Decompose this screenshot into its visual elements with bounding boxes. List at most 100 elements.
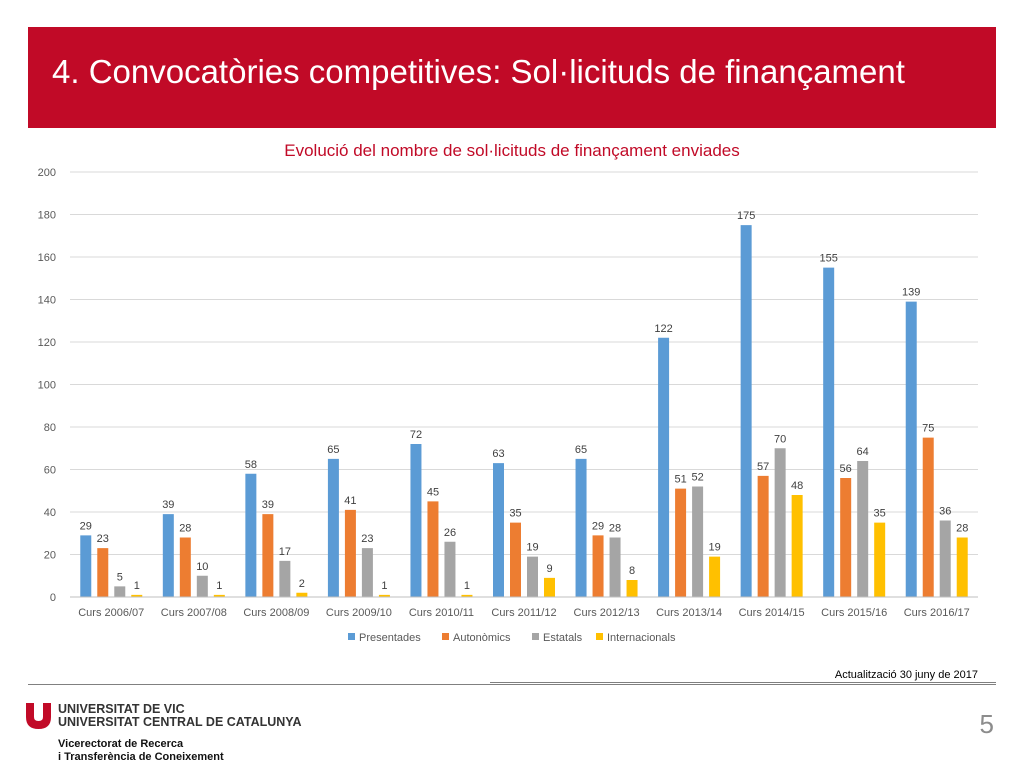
data-label: 75	[922, 423, 934, 435]
bar	[658, 337, 670, 597]
bar	[327, 458, 339, 597]
data-label: 28	[609, 523, 621, 535]
x-tick-label: Curs 2008/09	[243, 607, 309, 619]
data-label: 29	[592, 520, 604, 532]
bar	[527, 556, 538, 597]
bar	[510, 522, 521, 597]
bar	[922, 437, 934, 597]
data-label: 28	[179, 523, 191, 535]
title-banner	[28, 27, 996, 128]
bar	[757, 475, 769, 597]
y-tick-label: 0	[50, 592, 56, 604]
bar	[544, 577, 555, 597]
x-tick-label: Curs 2011/12	[491, 607, 556, 619]
x-tick-label: Curs 2015/16	[821, 607, 887, 619]
vicerectorat: Vicerectorat de Recerca i Transferència …	[58, 738, 224, 764]
y-tick-label: 200	[38, 167, 56, 179]
bar	[823, 267, 835, 597]
bar	[626, 580, 638, 597]
bar	[131, 594, 143, 597]
data-label: 155	[820, 253, 838, 265]
y-tick-label: 120	[38, 337, 56, 349]
bar	[245, 473, 257, 597]
bar	[709, 556, 721, 597]
bar	[740, 225, 752, 597]
y-tick-label: 180	[38, 210, 56, 222]
vicerectorat-line1: Vicerectorat de Recerca	[58, 738, 184, 750]
bar	[80, 535, 92, 597]
data-label: 48	[791, 480, 803, 492]
bar	[378, 594, 390, 597]
data-label: 52	[691, 472, 703, 484]
bar	[196, 575, 208, 597]
bar	[213, 594, 225, 597]
legend-entry: Internacionals	[607, 632, 676, 644]
data-label: 1	[134, 580, 140, 592]
bar	[774, 448, 786, 597]
data-label: 122	[654, 323, 672, 335]
data-label: 139	[902, 287, 920, 299]
bar	[956, 537, 968, 597]
bar	[791, 495, 803, 597]
y-tick-label: 20	[44, 550, 56, 562]
data-label: 39	[162, 499, 174, 511]
bar	[427, 501, 439, 597]
bar	[444, 541, 456, 597]
data-label: 36	[939, 506, 951, 518]
data-label: 5	[117, 571, 123, 583]
y-tick-label: 140	[38, 295, 56, 307]
y-tick-label: 40	[44, 507, 56, 519]
bar	[361, 548, 373, 597]
data-label: 35	[509, 508, 521, 520]
bar	[939, 520, 951, 597]
data-label: 39	[262, 499, 274, 511]
data-label: 65	[327, 444, 339, 456]
data-label: 58	[245, 459, 257, 471]
university-name-line2: UNIVERSITAT CENTRAL DE CATALUNYA	[58, 715, 302, 729]
bar	[162, 514, 174, 597]
data-label: 35	[874, 508, 886, 520]
chart-title: Evolució del nombre de sol·licituds de f…	[284, 141, 740, 160]
x-tick-label: Curs 2014/15	[739, 607, 805, 619]
data-label: 9	[546, 563, 552, 575]
data-label: 175	[737, 210, 755, 222]
data-label: 26	[444, 527, 456, 539]
bar	[461, 594, 473, 597]
bar	[296, 592, 308, 597]
x-tick-label: Curs 2013/14	[656, 607, 722, 619]
legend-entry: Presentades	[359, 632, 421, 644]
bar	[609, 537, 621, 597]
data-label: 70	[774, 433, 786, 445]
bar	[840, 478, 852, 597]
bar	[874, 522, 886, 597]
legend-swatch	[596, 633, 603, 640]
data-label: 8	[629, 565, 635, 577]
data-label: 1	[216, 580, 222, 592]
data-label: 29	[80, 520, 92, 532]
university-logo-icon	[26, 703, 51, 729]
data-label: 72	[410, 429, 422, 441]
data-label: 57	[757, 461, 769, 473]
data-label: 23	[361, 533, 373, 545]
bar	[857, 461, 869, 597]
update-note: Actualització 30 juny de 2017	[834, 669, 978, 681]
legend-swatch	[532, 633, 539, 640]
legend-swatch	[348, 633, 355, 640]
data-label: 17	[279, 546, 291, 558]
y-tick-label: 60	[44, 465, 56, 477]
y-tick-label: 160	[38, 252, 56, 264]
slide-title: 4. Convocatòries competitives: Sol·licit…	[52, 53, 905, 90]
bar	[575, 458, 587, 597]
legend-entry: Estatals	[543, 632, 583, 644]
bar	[97, 548, 109, 597]
bar	[114, 586, 126, 597]
x-tick-label: Curs 2010/11	[409, 607, 474, 619]
vicerectorat-line2: i Transferència de Coneixement	[58, 751, 224, 763]
bar	[592, 535, 604, 597]
footer-divider	[28, 684, 996, 685]
data-label: 10	[196, 561, 208, 573]
x-tick-label: Curs 2016/17	[904, 607, 970, 619]
bar	[344, 509, 356, 597]
bar	[692, 486, 704, 597]
